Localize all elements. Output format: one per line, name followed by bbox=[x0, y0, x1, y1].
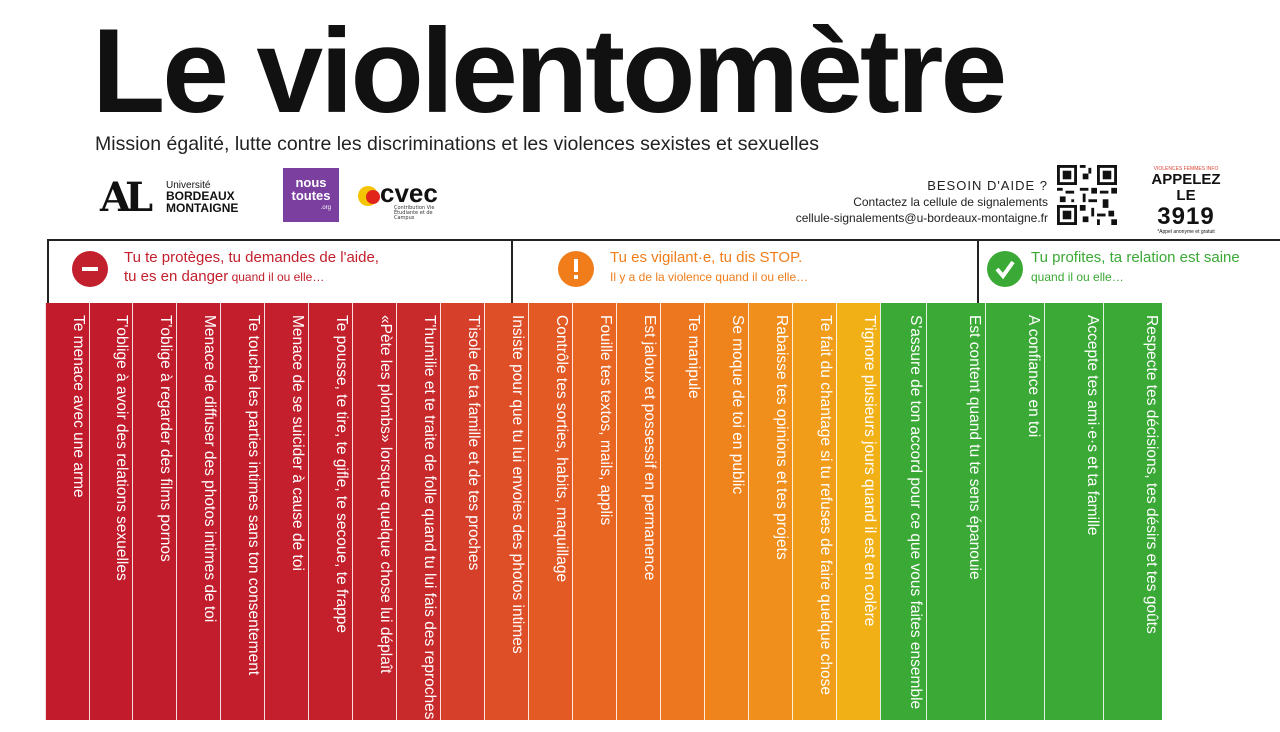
category-vigilant-line2: Il y a de la violence quand il ou elle… bbox=[610, 270, 809, 284]
scale-bar: «Pète les plombs» lorsque quelque chose … bbox=[352, 303, 396, 720]
scale-bar: Te touche les parties intimes sans ton c… bbox=[220, 303, 264, 720]
scale-bar-label: Te touche les parties intimes sans ton c… bbox=[245, 315, 262, 676]
scale-bar-label: T'oblige à regarder des films pornos bbox=[157, 315, 174, 562]
scale-bar: Rabaisse tes opinions et tes projets bbox=[748, 303, 792, 720]
scale-bar: Fouille tes textos, mails, applis bbox=[572, 303, 616, 720]
noustoutes-logo: nous toutes .org bbox=[283, 168, 339, 222]
scale-bar-label: T'oblige à avoir des relations sexuelles bbox=[113, 315, 130, 581]
scale-bar: T'ignore plusieurs jours quand il est en… bbox=[836, 303, 880, 720]
scale-bar-label: A confiance en toi bbox=[1025, 315, 1042, 438]
scale-bar: Te manipule bbox=[660, 303, 704, 720]
scale-bar: Contrôle tes sorties, habits, maquillage bbox=[528, 303, 572, 720]
scale-bar: Te menace avec une arme bbox=[45, 303, 89, 720]
cvec-logo: cvec Contribution Vie Étudiante et de Ca… bbox=[358, 178, 468, 222]
noustoutes-line1: nous bbox=[295, 174, 327, 190]
noustoutes-line3: .org bbox=[320, 204, 331, 211]
hotline-footnote: *Appel anonyme et gratuit bbox=[1157, 229, 1215, 235]
scale-bar-label: Respecte tes décisions, tes désirs et te… bbox=[1143, 315, 1160, 634]
scale-bar: Insiste pour que tu lui envoies des phot… bbox=[484, 303, 528, 720]
scale-bar-label: Contrôle tes sorties, habits, maquillage bbox=[553, 315, 570, 583]
exclamation-icon bbox=[558, 251, 594, 287]
scale-bar-label: Te menace avec une arme bbox=[70, 315, 87, 498]
category-danger-line2a: tu es en danger bbox=[124, 268, 229, 285]
minus-icon bbox=[72, 251, 108, 287]
scale-bar: Est jaloux et possessif en permanence bbox=[616, 303, 660, 720]
cvec-dot-red bbox=[366, 190, 380, 204]
scale-bar-label: Menace de se suicider à cause de toi bbox=[289, 315, 306, 571]
qr-code[interactable] bbox=[1057, 165, 1117, 225]
category-vigilant: Tu es vigilant·e, tu dis STOP. Il y a de… bbox=[558, 248, 808, 287]
scale-bar-label: Est jaloux et possessif en permanence bbox=[641, 315, 658, 581]
scale-bar-label: Te manipule bbox=[685, 315, 702, 399]
scale-bar-label: S'assure de ton accord pour ce que vous … bbox=[907, 315, 924, 710]
qr-code-image bbox=[1057, 165, 1117, 225]
scale-bar-label: T'ignore plusieurs jours quand il est en… bbox=[861, 315, 878, 627]
category-danger: Tu te protèges, tu demandes de l'aide, t… bbox=[72, 248, 379, 287]
category-healthy-line2: quand il ou elle… bbox=[1031, 270, 1124, 284]
scale-bar: T'isole de ta famille et de tes proches bbox=[440, 303, 484, 720]
help-email[interactable]: cellule-signalements@u-bordeaux-montaign… bbox=[795, 211, 1048, 225]
scale-bar: A confiance en toi bbox=[985, 303, 1044, 720]
category-danger-line2b: quand il ou elle… bbox=[228, 270, 325, 284]
help-block: BESOIN D'AIDE ? Contactez la cellule de … bbox=[796, 178, 1048, 226]
hotline-small: VIOLENCES FEMMES INFO bbox=[1153, 166, 1219, 172]
noustoutes-line2: toutes bbox=[291, 187, 331, 203]
help-line: Contactez la cellule de signalements bbox=[853, 195, 1048, 209]
category-divider-left bbox=[47, 239, 49, 303]
scale-bar: Menace de diffuser des photos intimes de… bbox=[176, 303, 220, 720]
scale-bar-label: «Pète les plombs» lorsque quelque chose … bbox=[377, 315, 394, 674]
check-icon bbox=[987, 251, 1023, 287]
scale-bar-label: Fouille tes textos, mails, applis bbox=[597, 315, 614, 526]
category-vigilant-line1: Tu es vigilant·e, tu dis STOP. bbox=[610, 249, 803, 266]
scale-bar: S'assure de ton accord pour ce que vous … bbox=[880, 303, 926, 720]
ubm-logo-line2: BORDEAUX bbox=[166, 189, 235, 203]
category-healthy-line1: Tu profites, ta relation est saine bbox=[1031, 249, 1240, 266]
cvec-wordmark: cvec bbox=[380, 178, 438, 208]
scale-bar-label: Accepte tes ami·e·s et ta famille bbox=[1084, 315, 1101, 536]
header-divider bbox=[47, 239, 1280, 241]
scale-bar-label: Te fait du chantage si tu refuses de fai… bbox=[817, 315, 834, 695]
scale-bar: Te pousse, te tire, te gifle, te secoue,… bbox=[308, 303, 352, 720]
ubm-logo-mark: AL bbox=[100, 174, 153, 221]
scale-bar: Menace de se suicider à cause de toi bbox=[264, 303, 308, 720]
category-divider-right bbox=[977, 239, 979, 303]
scale-bar: T'oblige à regarder des films pornos bbox=[132, 303, 176, 720]
scale-bar: Se moque de toi en public bbox=[704, 303, 748, 720]
ubm-logo-line1: Université bbox=[166, 180, 211, 191]
ubm-logo-line3: MONTAIGNE bbox=[166, 201, 239, 215]
category-divider-middle bbox=[511, 239, 513, 303]
page-subtitle: Mission égalité, lutte contre les discri… bbox=[95, 133, 819, 155]
scale-bar: Est content quand tu te sens épanouie bbox=[926, 303, 985, 720]
scale-bar: Accepte tes ami·e·s et ta famille bbox=[1044, 303, 1103, 720]
hotline-call: APPELEZ LE bbox=[1151, 171, 1221, 204]
category-healthy: Tu profites, ta relation est saine quand… bbox=[987, 248, 1240, 287]
violence-scale: Te menace avec une arme T'oblige à avoir … bbox=[45, 303, 1280, 720]
category-danger-line1: Tu te protèges, tu demandes de l'aide, bbox=[124, 249, 379, 266]
hotline-3919: VIOLENCES FEMMES INFO APPELEZ LE 3919 *A… bbox=[1143, 166, 1229, 235]
cvec-small-text: Contribution Vie Étudiante et de Campus bbox=[394, 205, 435, 221]
scale-bar-label: Te pousse, te tire, te gifle, te secoue,… bbox=[333, 315, 350, 633]
ubm-logo-text: Université BORDEAUX MONTAIGNE bbox=[166, 180, 238, 215]
scale-bar-label: Insiste pour que tu lui envoies des phot… bbox=[509, 315, 526, 654]
scale-bar: T'humilie et te traite de folle quand tu… bbox=[396, 303, 440, 720]
ubm-logo: AL Université BORDEAUX MONTAIGNE bbox=[100, 176, 260, 220]
hotline-number[interactable]: 3919 bbox=[1157, 203, 1215, 230]
scale-bar: T'oblige à avoir des relations sexuelles bbox=[89, 303, 132, 720]
help-heading: BESOIN D'AIDE ? bbox=[927, 178, 1048, 193]
scale-bar-label: T'humilie et te traite de folle quand tu… bbox=[421, 315, 438, 720]
scale-bar-label: Rabaisse tes opinions et tes projets bbox=[773, 315, 790, 560]
scale-bar: Te fait du chantage si tu refuses de fai… bbox=[792, 303, 836, 720]
scale-bar-label: Se moque de toi en public bbox=[729, 315, 746, 495]
scale-bar-label: T'isole de ta famille et de tes proches bbox=[465, 315, 482, 571]
scale-bar-label: Est content quand tu te sens épanouie bbox=[966, 315, 983, 580]
scale-bar: Respecte tes décisions, tes désirs et te… bbox=[1103, 303, 1162, 720]
page-title: Le violentomètre bbox=[92, 4, 1007, 138]
scale-bar-label: Menace de diffuser des photos intimes de… bbox=[201, 315, 218, 623]
